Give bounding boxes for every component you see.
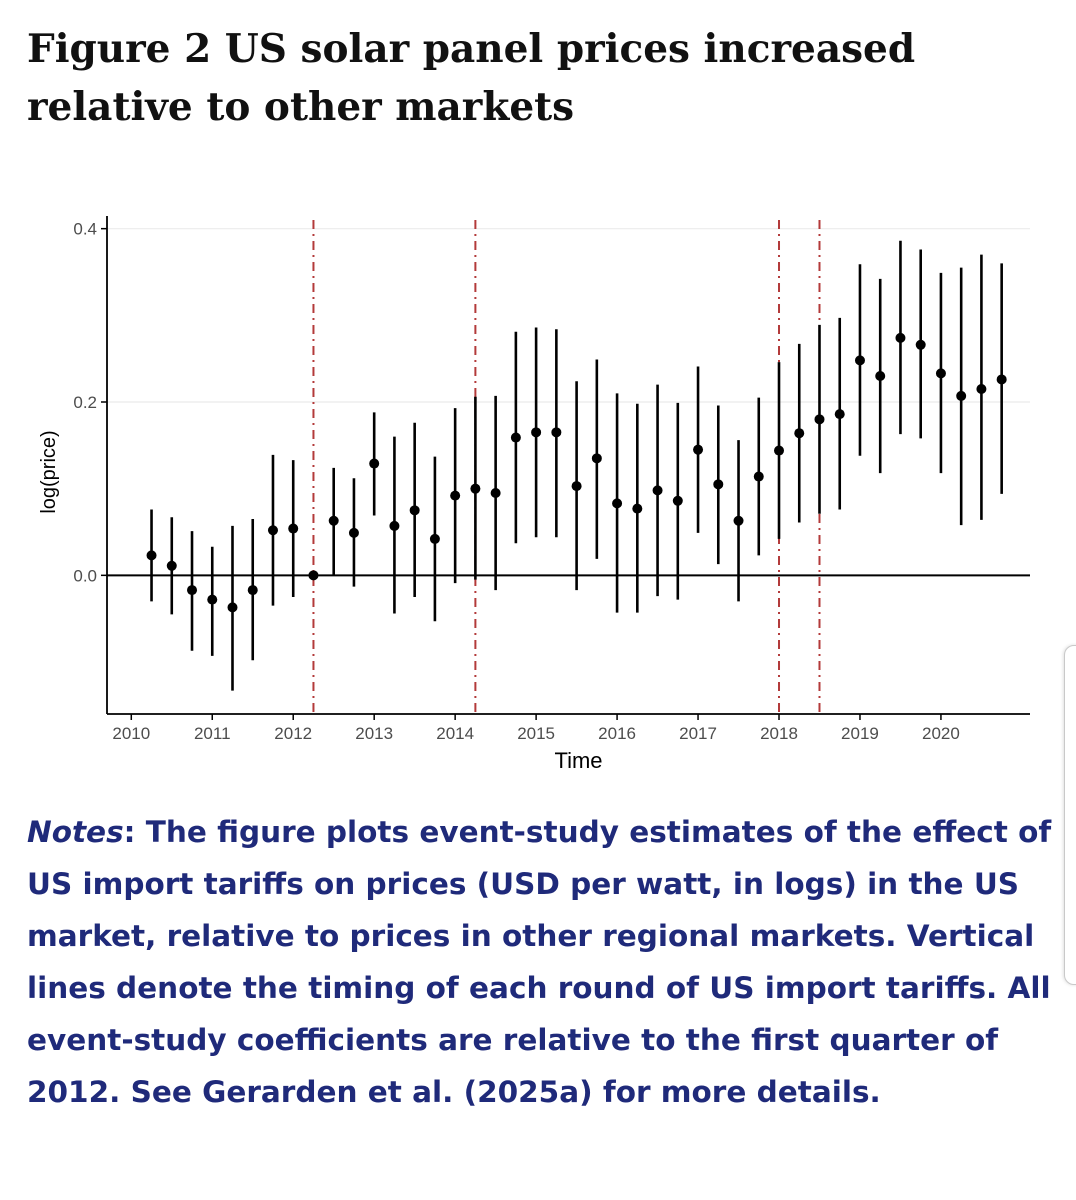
data-point bbox=[733, 515, 744, 526]
figure-title: Figure 2 US solar panel prices increased… bbox=[27, 20, 1027, 136]
data-point bbox=[895, 332, 906, 343]
x-tick-label: 2020 bbox=[922, 724, 960, 743]
data-point bbox=[915, 339, 926, 350]
data-point bbox=[510, 432, 521, 443]
data-point bbox=[774, 445, 785, 456]
data-point bbox=[632, 503, 643, 514]
data-point bbox=[875, 371, 886, 381]
x-tick-label: 2014 bbox=[436, 724, 474, 743]
data-point bbox=[956, 390, 967, 401]
data-point bbox=[834, 409, 845, 420]
notes-text: : The figure plots event-study estimates… bbox=[27, 815, 1052, 1109]
data-point bbox=[652, 485, 663, 496]
figure-title-text: US solar panel prices increased relative… bbox=[27, 26, 916, 130]
data-point bbox=[429, 533, 440, 544]
y-axis-title: log(price) bbox=[38, 430, 60, 513]
data-point bbox=[389, 520, 400, 531]
point-estimates bbox=[146, 332, 1007, 613]
data-point bbox=[693, 444, 704, 455]
confidence-intervals bbox=[150, 240, 1003, 691]
data-point bbox=[288, 523, 299, 534]
axis-ticks: 0.0 0.2 0.4 2010 2011 2012 2013 2014 2015 2016 201… bbox=[73, 220, 959, 743]
data-point bbox=[490, 488, 501, 498]
x-tick-label: 2012 bbox=[274, 724, 312, 743]
x-tick-label: 2018 bbox=[760, 724, 798, 743]
event-study-chart: 0.0 0.2 0.4 2010 2011 2012 2013 2014 2015 2016 201… bbox=[38, 216, 1030, 773]
data-point bbox=[713, 479, 724, 490]
data-point bbox=[814, 414, 825, 425]
data-point bbox=[146, 550, 157, 561]
y-tick-label: 0.0 bbox=[73, 566, 97, 585]
data-point bbox=[672, 495, 683, 506]
scroll-handle[interactable] bbox=[1064, 645, 1076, 985]
x-tick-label: 2013 bbox=[355, 724, 393, 743]
data-point bbox=[612, 498, 623, 509]
data-point bbox=[267, 525, 278, 536]
axes bbox=[106, 216, 1030, 715]
figure-notes: Notes: The figure plots event-study esti… bbox=[27, 806, 1057, 1118]
x-tick-label: 2016 bbox=[598, 724, 636, 743]
data-point bbox=[328, 515, 339, 526]
data-point bbox=[207, 594, 218, 605]
data-point bbox=[166, 560, 177, 571]
y-tick-label: 0.4 bbox=[73, 220, 97, 239]
tariff-event-lines bbox=[312, 220, 821, 714]
data-point bbox=[996, 374, 1007, 385]
data-point bbox=[571, 481, 582, 492]
gridlines bbox=[107, 228, 1030, 576]
data-point bbox=[409, 505, 420, 516]
data-point bbox=[369, 458, 380, 469]
x-tick-label: 2019 bbox=[841, 724, 879, 743]
data-point bbox=[753, 471, 764, 482]
x-tick-label: 2017 bbox=[679, 724, 717, 743]
x-tick-label: 2011 bbox=[194, 724, 231, 743]
x-axis-title: Time bbox=[554, 748, 602, 773]
figure-label: Figure 2 bbox=[27, 26, 212, 72]
data-point bbox=[450, 490, 461, 501]
data-point bbox=[348, 527, 359, 538]
x-tick-label: 2015 bbox=[517, 724, 555, 743]
data-point bbox=[551, 427, 562, 438]
data-point bbox=[794, 428, 805, 439]
data-point bbox=[187, 585, 198, 596]
data-point bbox=[247, 585, 258, 596]
data-point bbox=[227, 602, 238, 613]
data-point bbox=[470, 483, 481, 494]
data-point bbox=[308, 570, 319, 581]
data-point bbox=[591, 453, 602, 464]
y-tick-label: 0.2 bbox=[73, 393, 97, 412]
data-point bbox=[976, 384, 987, 394]
data-point bbox=[935, 368, 946, 379]
data-point bbox=[531, 427, 542, 438]
x-tick-label: 2010 bbox=[112, 724, 150, 743]
data-point bbox=[854, 355, 865, 366]
notes-label: Notes bbox=[27, 815, 124, 849]
